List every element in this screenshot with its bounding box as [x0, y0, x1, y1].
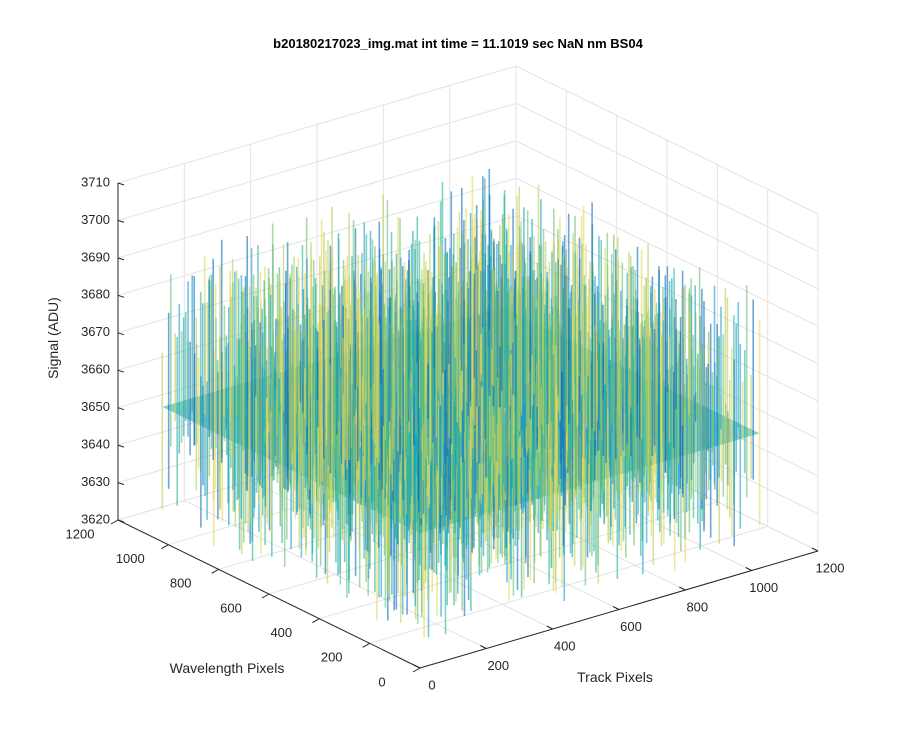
right-wall-grid-line	[515, 140, 819, 290]
y-tick-mark	[362, 642, 370, 648]
axis-ticks: 0 200 400 600 800 1000 1200 0 200 400 600 800 1000 12…	[66, 174, 845, 692]
y-tick-label: 400	[270, 625, 292, 640]
right-wall-grid-line	[515, 177, 819, 327]
x-tick-mark	[413, 664, 421, 669]
right-wall-grid-line	[515, 65, 819, 215]
y-axis-label: Wavelength Pixels	[170, 660, 285, 676]
x-tick-mark	[745, 567, 752, 571]
x-tick-mark	[546, 625, 553, 630]
right-wall-grid-line	[515, 102, 819, 252]
x-axis-label: Track Pixels	[577, 669, 653, 685]
back-wall-grid-line	[117, 102, 517, 221]
z-tick-mark	[117, 369, 125, 373]
back-wall-grid-line	[117, 215, 517, 334]
x-tick-mark	[612, 606, 620, 610]
z-axis-label: Signal (ADU)	[45, 297, 61, 379]
z-tick-mark	[117, 182, 125, 186]
y-tick-mark	[211, 568, 219, 574]
z-tick-mark	[117, 219, 125, 223]
back-wall-grid-line	[117, 177, 517, 296]
x-tick-label: 1200	[816, 560, 845, 575]
back-wall-grid-line	[117, 65, 517, 184]
z-tick-mark	[117, 332, 125, 336]
z-tick-label: 3690	[81, 249, 110, 264]
floor-grid-line	[369, 525, 768, 644]
z-tick-mark	[117, 444, 125, 448]
z-tick-label: 3620	[81, 511, 110, 526]
chart-title: b20180217023_img.mat int time = 11.1019 …	[273, 36, 643, 51]
z-tick-label: 3670	[81, 324, 110, 339]
x-tick-label: 400	[554, 638, 576, 653]
z-tick-label: 3640	[81, 437, 110, 452]
y-tick-mark	[110, 519, 119, 525]
y-tick-label: 1200	[66, 526, 95, 541]
z-tick-label: 3660	[81, 362, 110, 377]
x-tick-label: 600	[620, 619, 642, 634]
z-tick-label: 3680	[81, 287, 110, 302]
y-tick-label: 1000	[116, 551, 145, 566]
x-tick-label: 1000	[749, 580, 778, 595]
z-tick-mark	[117, 294, 125, 298]
y-tick-mark	[161, 544, 169, 550]
x-tick-label: 200	[487, 658, 509, 673]
back-wall-grid-line	[117, 140, 517, 259]
y-tick-label: 800	[170, 576, 192, 591]
z-tick-label: 3710	[81, 174, 110, 189]
x-tick-mark	[811, 547, 819, 552]
x-tick-mark	[480, 645, 487, 649]
y-tick-mark	[261, 593, 270, 599]
x-tick-mark	[679, 586, 686, 591]
y-tick-label: 600	[220, 600, 242, 615]
z-tick-mark	[117, 482, 125, 486]
z-tick-mark	[117, 407, 125, 411]
surface-mesh	[161, 169, 761, 638]
z-tick-label: 3630	[81, 474, 110, 489]
z-tick-label: 3650	[81, 399, 110, 414]
y-tick-mark	[312, 618, 320, 624]
y-tick-label: 0	[378, 674, 385, 689]
x-tick-label: 800	[686, 599, 708, 614]
y-tick-label: 200	[321, 650, 343, 665]
z-tick-label: 3700	[81, 212, 110, 227]
z-tick-mark	[117, 519, 125, 523]
z-tick-mark	[117, 257, 125, 261]
x-tick-label: 0	[428, 677, 435, 692]
y-tick-mark	[412, 667, 421, 673]
